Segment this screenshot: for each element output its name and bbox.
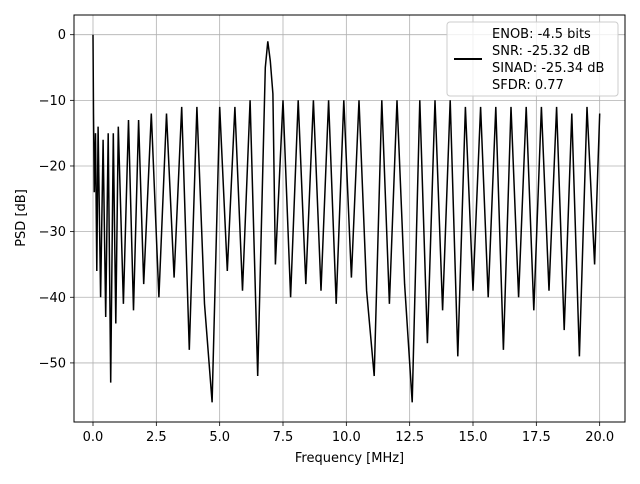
legend-line-sfdr: SFDR: 0.77 <box>492 78 564 93</box>
x-tick-label: 20.0 <box>585 430 614 445</box>
y-tick-label: −50 <box>39 356 66 371</box>
x-tick-label: 7.5 <box>273 430 294 445</box>
x-tick-label: 10.0 <box>332 430 361 445</box>
y-axis-label: PSD [dB] <box>14 189 29 247</box>
plot-frame <box>73 14 626 423</box>
psd-series-line <box>92 34 601 403</box>
y-tick-label: −40 <box>39 291 66 306</box>
y-tick-label: −20 <box>39 159 66 174</box>
x-tick-label: 5.0 <box>209 430 230 445</box>
y-tick-label: −30 <box>39 225 66 240</box>
x-tick-label: 0.0 <box>83 430 104 445</box>
legend-box <box>446 21 619 97</box>
x-axis-label: Frequency [MHz] <box>295 451 404 466</box>
series-layer <box>92 34 601 403</box>
x-axis-ticks: 0.0 2.5 5.0 7.5 10.0 12.5 15.0 17.5 20.0 <box>83 422 614 445</box>
x-tick-label: 15.0 <box>459 430 488 445</box>
y-tick-label: −10 <box>39 94 66 109</box>
y-tick-label: 0 <box>58 28 66 43</box>
legend: ENOB: -4.5 bits SNR: -25.32 dB SINAD: -2… <box>446 21 619 97</box>
x-tick-label: 17.5 <box>522 430 551 445</box>
y-axis-ticks: 0 −10 −20 −30 −40 −50 <box>39 28 74 371</box>
legend-line-snr: SNR: -25.32 dB <box>492 44 590 59</box>
x-tick-label: 12.5 <box>395 430 424 445</box>
legend-line-enob: ENOB: -4.5 bits <box>492 27 591 42</box>
x-tick-label: 2.5 <box>146 430 167 445</box>
legend-line-sinad: SINAD: -25.34 dB <box>492 61 604 76</box>
